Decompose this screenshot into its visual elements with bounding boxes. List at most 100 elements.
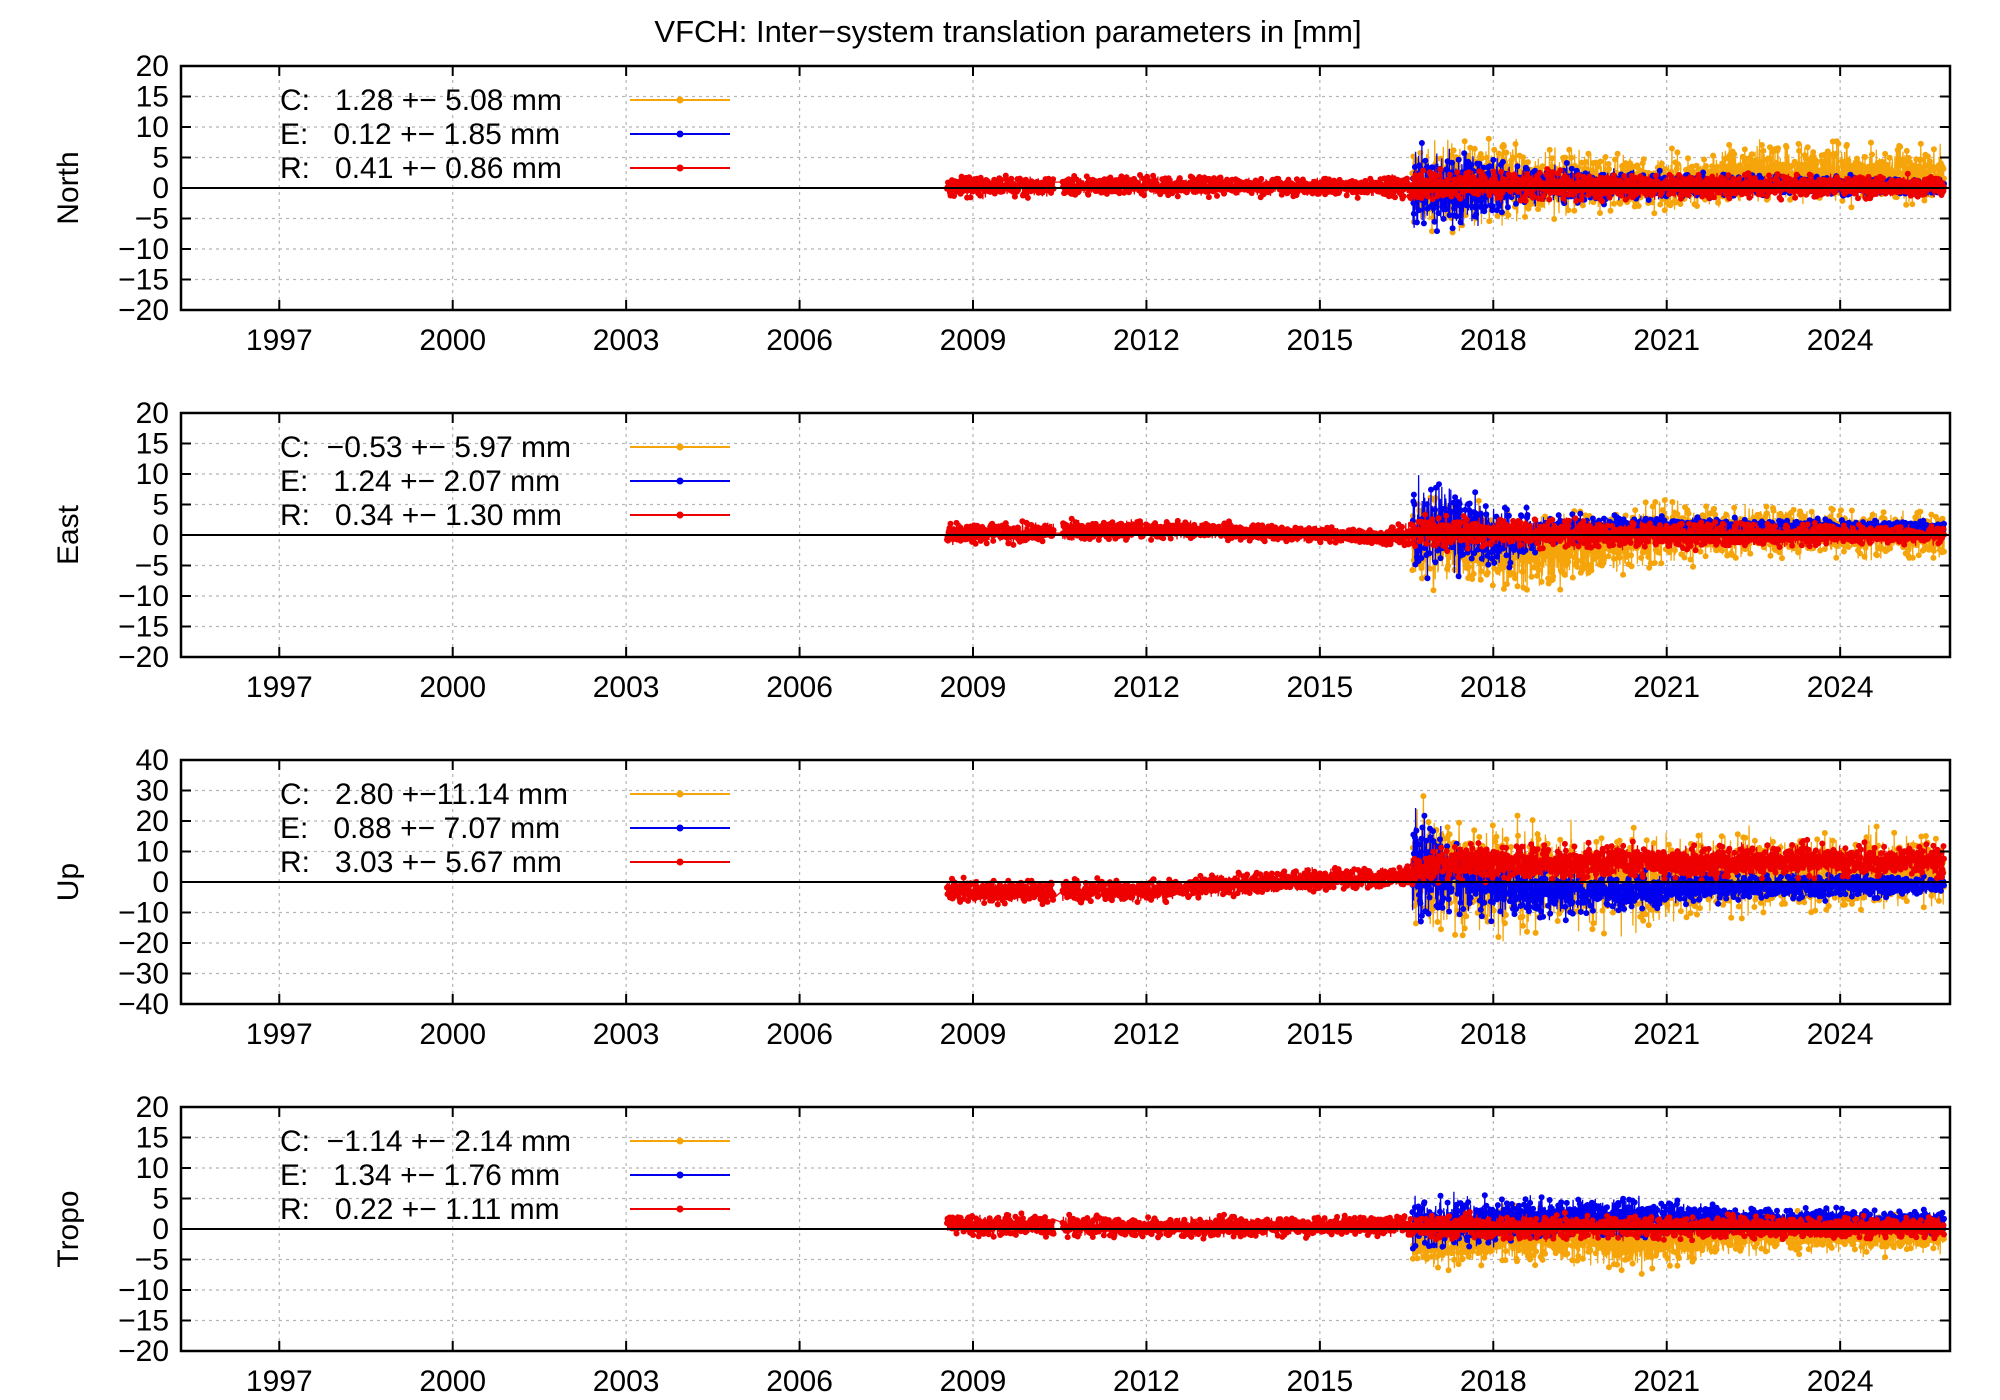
data-point	[1470, 570, 1477, 577]
data-point	[1008, 175, 1015, 182]
y-tick-label: 20	[136, 50, 169, 83]
data-point	[1687, 556, 1694, 563]
data-point	[1473, 211, 1480, 218]
data-point	[1050, 176, 1057, 183]
data-point	[1866, 168, 1873, 175]
data-point	[1449, 159, 1456, 166]
data-point	[1434, 228, 1440, 235]
data-point	[1486, 218, 1493, 225]
data-point	[1638, 554, 1645, 561]
data-point	[1921, 197, 1928, 204]
data-point	[1832, 187, 1839, 194]
data-point	[1571, 207, 1578, 214]
data-point	[1767, 156, 1774, 163]
data-point	[1521, 556, 1527, 563]
data-point	[1024, 194, 1031, 201]
data-point	[1869, 151, 1875, 158]
data-point	[1700, 169, 1707, 176]
data-point	[1420, 167, 1427, 174]
data-point	[1520, 154, 1526, 161]
data-point	[1494, 212, 1501, 219]
data-point	[1620, 571, 1627, 578]
data-point	[1476, 160, 1483, 167]
data-point	[1141, 192, 1148, 199]
data-point	[1656, 167, 1663, 174]
data-point	[1461, 138, 1468, 145]
data-point	[1543, 552, 1550, 559]
data-point	[1804, 144, 1811, 151]
data-point	[1888, 166, 1895, 173]
data-point	[1790, 506, 1797, 513]
data-point	[1662, 166, 1669, 173]
data-point	[1904, 170, 1911, 177]
data-point	[1524, 586, 1530, 593]
data-point	[1711, 505, 1718, 512]
data-point	[1409, 567, 1416, 574]
data-point	[1806, 165, 1813, 172]
data-point	[1354, 194, 1361, 201]
data-point	[1880, 175, 1887, 182]
x-tick-label: 1997	[246, 324, 313, 357]
data-point	[1632, 507, 1639, 514]
data-point	[1429, 228, 1435, 235]
data-point	[1813, 161, 1820, 168]
data-point	[1533, 558, 1540, 565]
data-point	[1635, 203, 1642, 209]
data-point	[1855, 195, 1861, 202]
data-point	[1671, 547, 1678, 554]
data-point	[1335, 190, 1342, 196]
data-point	[1538, 578, 1545, 585]
data-point	[1681, 554, 1688, 561]
data-point	[1704, 175, 1711, 182]
data-point	[1612, 156, 1618, 163]
data-point	[1690, 563, 1696, 570]
data-point	[1607, 207, 1614, 214]
data-point	[1561, 571, 1568, 578]
data-point	[1480, 164, 1487, 171]
data-point	[1562, 154, 1569, 161]
data-point	[1903, 147, 1910, 154]
data-point	[1427, 565, 1433, 572]
legend-marker-C	[676, 96, 684, 104]
data-point	[1116, 190, 1123, 197]
data-point	[1685, 155, 1691, 162]
data-point	[1930, 146, 1937, 153]
data-point	[1873, 167, 1880, 174]
data-point	[1851, 190, 1858, 197]
data-point	[1565, 558, 1572, 565]
data-point	[1500, 585, 1507, 592]
y-tick-label: −15	[118, 264, 169, 297]
data-point	[1614, 150, 1621, 157]
data-point	[1539, 163, 1546, 170]
data-point	[1486, 163, 1493, 170]
y-tick-label: 15	[136, 81, 169, 114]
data-point	[1810, 149, 1817, 156]
y-tick-label: −5	[135, 203, 169, 236]
data-point	[967, 194, 974, 201]
data-point	[1568, 547, 1575, 554]
data-point	[1865, 163, 1872, 170]
data-point	[1767, 144, 1773, 151]
data-point	[1065, 176, 1072, 183]
data-point	[1557, 167, 1564, 174]
data-point	[1753, 163, 1760, 170]
data-point	[1540, 192, 1547, 199]
data-point	[1582, 159, 1589, 166]
data-point	[1499, 158, 1506, 165]
data-point	[1575, 172, 1582, 179]
data-point	[1442, 206, 1449, 213]
data-point	[1909, 201, 1916, 208]
data-point	[1539, 201, 1546, 208]
data-point	[1588, 167, 1595, 174]
data-point	[1512, 575, 1518, 582]
data-point	[1903, 201, 1910, 208]
legend-label-R: R: 0.41 +− 0.86 mm	[280, 152, 562, 185]
legend: C: 1.28 +− 5.08 mmE: 0.12 +− 1.85 mmR: 0…	[280, 84, 730, 185]
data-point	[1504, 204, 1511, 211]
data-point	[1565, 207, 1572, 214]
data-point	[1049, 181, 1056, 188]
data-point	[1414, 176, 1421, 183]
data-point	[1736, 175, 1743, 182]
data-point	[1495, 180, 1502, 187]
